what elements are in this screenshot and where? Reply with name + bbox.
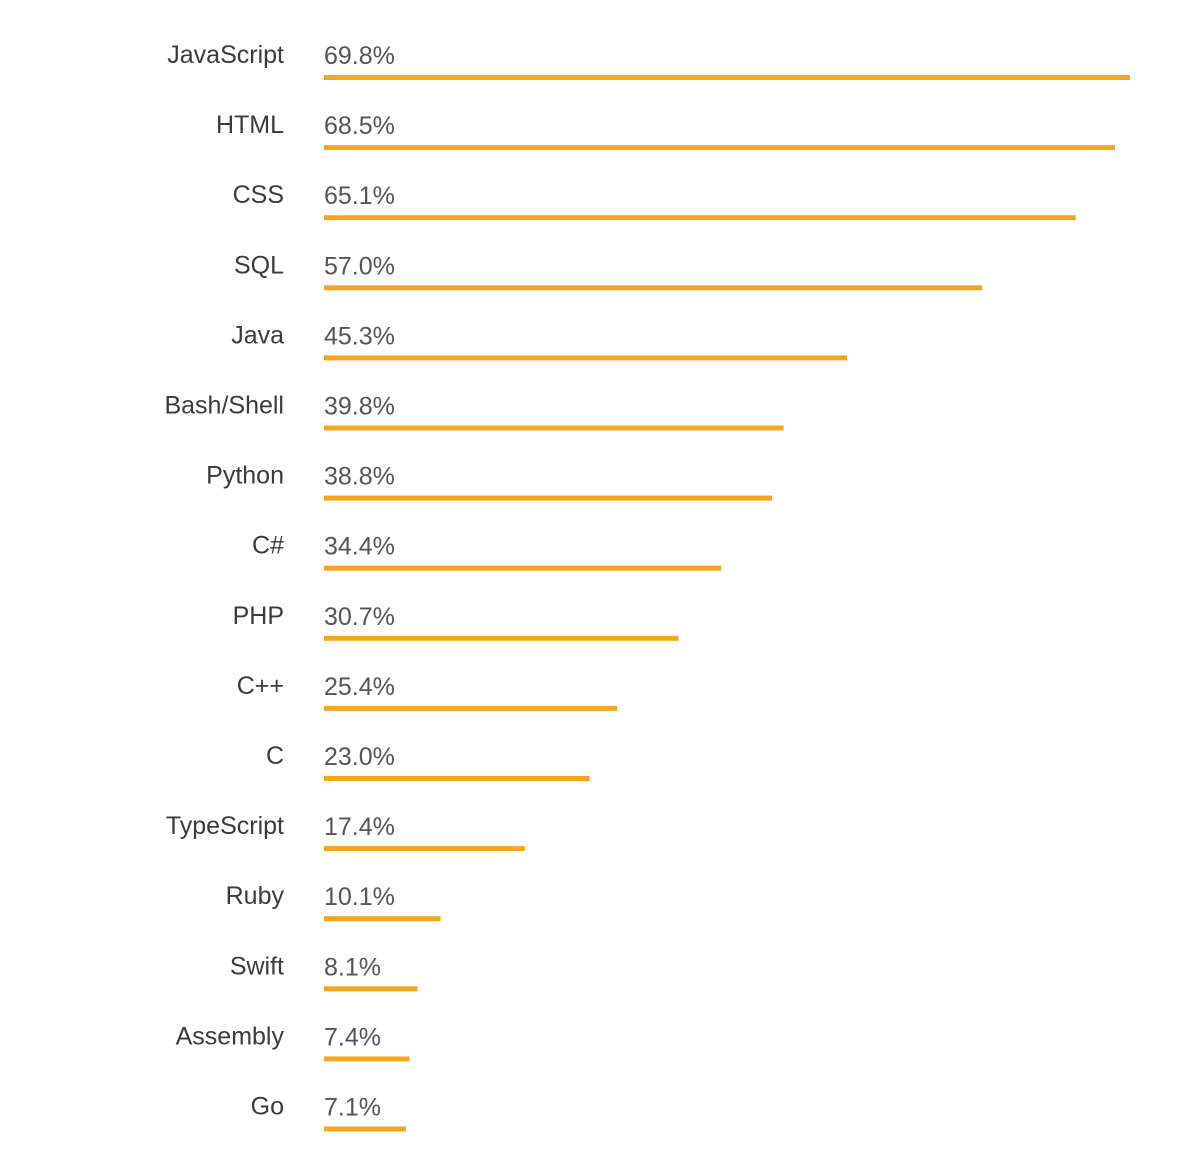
bar xyxy=(324,425,784,431)
value-label: 25.4% xyxy=(324,673,395,701)
category-label: Bash/Shell xyxy=(164,392,284,420)
bar xyxy=(324,565,722,571)
bar xyxy=(324,986,418,992)
category-label: Assembly xyxy=(176,1022,285,1050)
value-label: 65.1% xyxy=(324,182,395,210)
category-label: SQL xyxy=(234,251,284,279)
category-label: Swift xyxy=(230,952,284,980)
value-label: 30.7% xyxy=(324,603,395,631)
category-label: TypeScript xyxy=(166,812,284,840)
bar xyxy=(324,75,1130,80)
category-label: C# xyxy=(252,532,284,560)
bar xyxy=(324,355,848,361)
value-label: 10.1% xyxy=(324,883,395,911)
bar xyxy=(324,776,590,781)
bar xyxy=(324,285,983,291)
category-label: JavaScript xyxy=(167,41,284,69)
value-label: 68.5% xyxy=(324,112,395,140)
value-label: 39.8% xyxy=(324,393,395,421)
bar xyxy=(324,495,773,501)
bar xyxy=(324,635,679,641)
category-label: PHP xyxy=(233,602,284,630)
bar xyxy=(324,916,441,922)
value-label: 69.8% xyxy=(324,42,395,70)
bar xyxy=(324,1126,406,1132)
value-label: 38.8% xyxy=(324,463,395,491)
bar xyxy=(324,215,1076,221)
value-label: 7.1% xyxy=(324,1094,381,1122)
bar xyxy=(324,145,1115,151)
category-label: Python xyxy=(206,462,284,490)
category-label: C xyxy=(266,742,284,770)
category-label: HTML xyxy=(216,111,284,139)
category-label: C++ xyxy=(237,672,284,700)
value-label: 57.0% xyxy=(324,252,395,280)
value-label: 23.0% xyxy=(324,743,395,771)
bar xyxy=(324,846,525,852)
value-label: 34.4% xyxy=(324,533,395,561)
value-label: 17.4% xyxy=(324,813,395,841)
category-label: Java xyxy=(231,321,284,349)
category-label: CSS xyxy=(233,181,284,209)
category-label: Ruby xyxy=(226,882,285,910)
bar xyxy=(324,1056,410,1062)
value-label: 45.3% xyxy=(324,322,395,350)
category-label: Go xyxy=(251,1093,284,1121)
value-label: 7.4% xyxy=(324,1023,381,1051)
bar xyxy=(324,705,618,711)
value-label: 8.1% xyxy=(324,953,381,981)
